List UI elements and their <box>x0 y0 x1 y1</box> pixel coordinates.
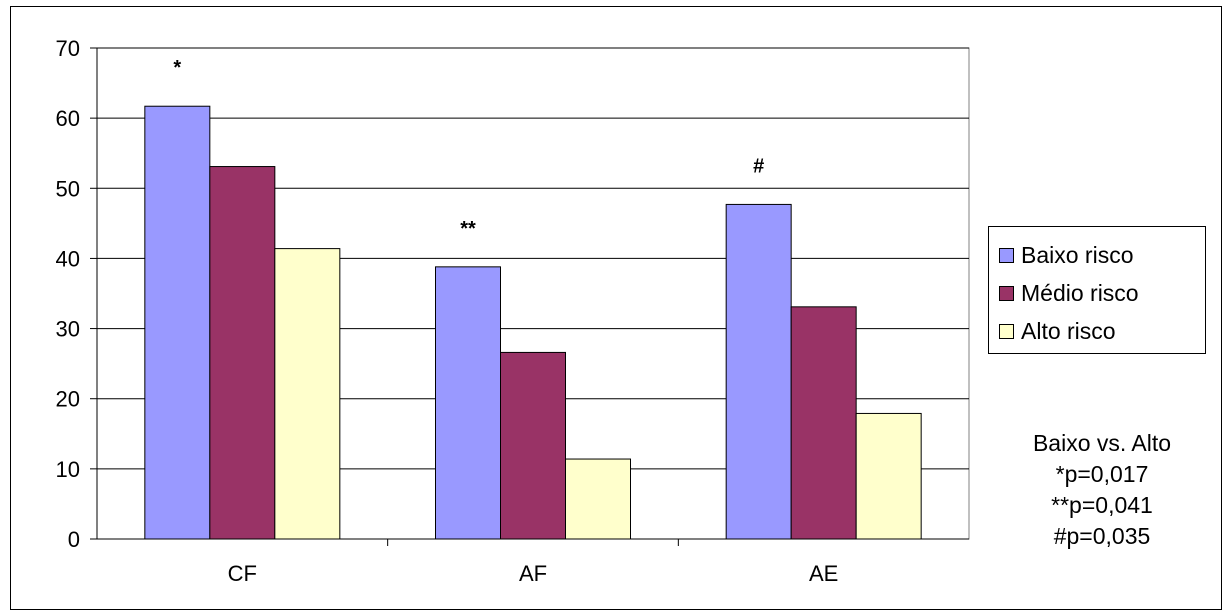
statistics-note: Baixo vs. Alto *p=0,017 **p=0,041 #p=0,0… <box>990 428 1214 552</box>
stats-p-ae: #p=0,035 <box>1053 523 1151 549</box>
x-tick-label-ae: AE <box>809 561 838 586</box>
legend-item-alto-risco: Alto risco <box>999 312 1205 350</box>
bar-af-3 <box>565 458 631 540</box>
bar-ae-3 <box>855 412 922 540</box>
y-tick-label-30: 30 <box>56 317 80 342</box>
legend-label-medio-risco: Médio risco <box>1021 279 1139 306</box>
y-tick-label-50: 50 <box>56 176 80 201</box>
bar-af-1 <box>435 266 501 540</box>
x-tick-label-af: AF <box>519 561 547 586</box>
bar-af-2 <box>500 351 566 540</box>
y-tick-label-70: 70 <box>56 36 80 61</box>
annotation-af: ** <box>460 218 476 240</box>
x-tick-label-cf: CF <box>228 561 257 586</box>
axes <box>90 47 969 546</box>
y-tick-label-0: 0 <box>68 527 80 552</box>
bar-cf-1 <box>144 105 211 540</box>
y-tick-label-40: 40 <box>56 246 80 271</box>
legend-swatch-medio-risco <box>999 285 1014 301</box>
stats-p-cf: *p=0,017 <box>1055 461 1149 487</box>
bars <box>144 105 922 540</box>
legend: Baixo risco Médio risco Alto risco <box>988 226 1206 354</box>
annotation-cf: * <box>173 57 181 79</box>
y-tick-label-20: 20 <box>56 387 80 412</box>
bar-ae-1 <box>725 203 792 540</box>
legend-swatch-alto-risco <box>999 323 1014 339</box>
legend-label-alto-risco: Alto risco <box>1021 317 1116 344</box>
legend-item-medio-risco: Médio risco <box>999 274 1205 312</box>
annotation-ae: # <box>753 155 764 177</box>
legend-label-baixo-risco: Baixo risco <box>1021 241 1134 268</box>
y-tick-label-60: 60 <box>56 106 80 131</box>
y-tick-label-10: 10 <box>56 457 80 482</box>
stats-comparison: Baixo vs. Alto <box>1032 430 1172 456</box>
bar-cf-2 <box>209 166 276 540</box>
stats-p-af: **p=0,041 <box>1051 492 1153 518</box>
legend-item-baixo-risco: Baixo risco <box>999 236 1205 274</box>
bar-ae-2 <box>790 306 857 540</box>
bar-cf-3 <box>274 248 341 540</box>
labels: 0 10 20 30 40 50 60 70 CF * AF ** AE # <box>56 36 839 586</box>
legend-swatch-baixo-risco <box>999 247 1014 263</box>
